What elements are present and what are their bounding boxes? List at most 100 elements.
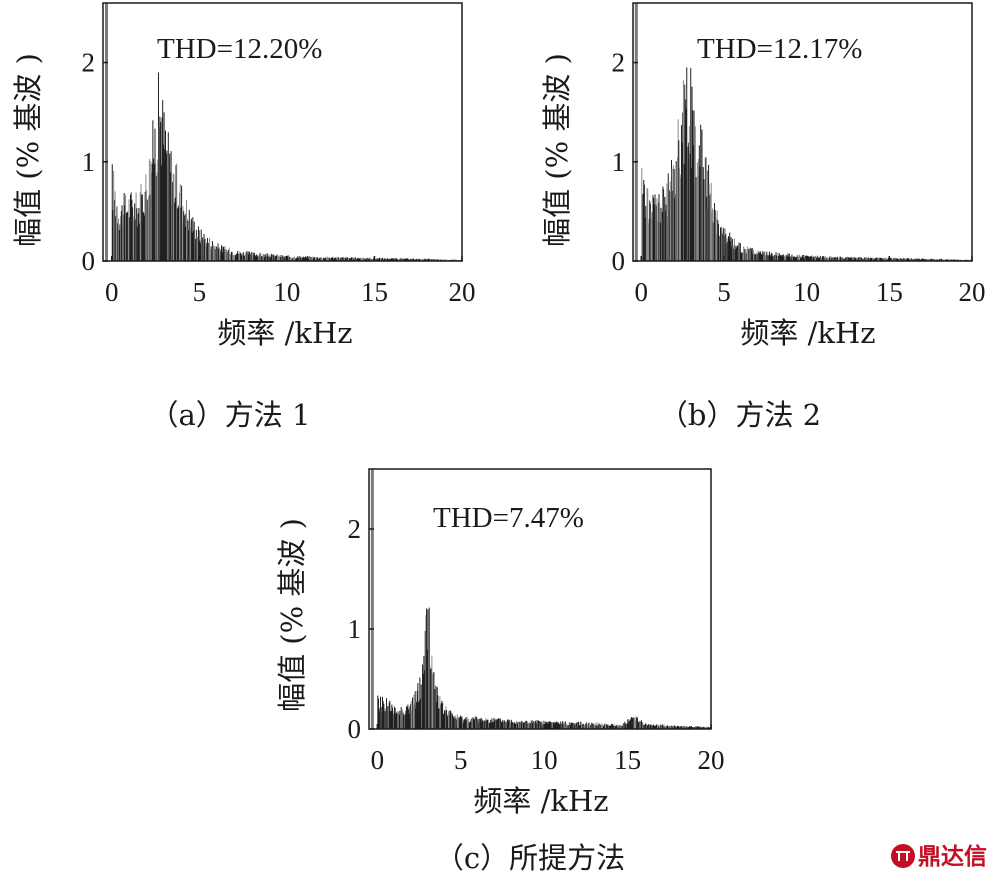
- spectrum-bar: [658, 194, 660, 261]
- spectrum-bar: [600, 725, 602, 729]
- spectrum-bar: [367, 258, 369, 261]
- spectrum-bar: [338, 257, 340, 261]
- spectrum-bar: [643, 184, 645, 261]
- spectrum-bar: [188, 209, 190, 261]
- spectrum-bar: [591, 722, 593, 729]
- x-tick-label: 5: [193, 277, 207, 307]
- spectrum-bar: [886, 257, 888, 261]
- spectrum-bar: [431, 259, 433, 261]
- spectrum-bar: [427, 258, 429, 261]
- spectrum-bar: [686, 159, 688, 261]
- spectrum-bar: [435, 259, 437, 261]
- spectrum-bar: [138, 208, 140, 261]
- spectrum-bar: [640, 720, 642, 729]
- spectrum-bar: [819, 256, 821, 261]
- spectrum-bar: [734, 245, 736, 261]
- spectrum-bar: [217, 243, 219, 261]
- spectrum-bar: [209, 246, 211, 261]
- spectrum-bar: [804, 255, 806, 261]
- spectrum-bar: [809, 256, 811, 261]
- spectrum-bar: [530, 720, 532, 729]
- spectrum-bar: [681, 726, 683, 729]
- spectrum-bar: [876, 257, 878, 261]
- spectrum-bar: [295, 258, 297, 261]
- spectrum-bar: [486, 720, 488, 729]
- spectrum-bar: [389, 258, 391, 261]
- spectrum-bar: [490, 722, 492, 729]
- spectrum-bar: [436, 702, 438, 729]
- spectrum-bar: [870, 258, 872, 261]
- spectrum-bar: [547, 723, 549, 729]
- spectrum-bar: [588, 722, 590, 729]
- spectrum-bars: [111, 72, 463, 262]
- spectrum-bar: [680, 178, 682, 261]
- spectrum-bar: [357, 258, 359, 261]
- spectrum-bar: [432, 672, 434, 729]
- spectrum-bar: [682, 112, 684, 262]
- spectrum-bar: [269, 256, 271, 261]
- spectrum-bar: [417, 683, 419, 729]
- spectrum-bar: [516, 721, 518, 729]
- spectrum-bar: [912, 259, 914, 261]
- spectrum-bar: [680, 725, 682, 729]
- spectrum-bar: [377, 258, 379, 261]
- spectrum-bar: [659, 222, 661, 261]
- spectrum-bar: [566, 725, 568, 729]
- spectrum-bar: [456, 719, 458, 729]
- spectrum-bar: [112, 210, 114, 261]
- spectrum-bar: [323, 257, 325, 261]
- spectrum-bar: [125, 194, 127, 261]
- x-tick-label: 10: [793, 277, 820, 307]
- spectrum-bar: [347, 257, 349, 261]
- spectrum-bar: [675, 161, 677, 261]
- spectrum-bar: [873, 258, 875, 261]
- spectrum-bar: [337, 257, 339, 261]
- spectrum-bar: [822, 257, 824, 261]
- spectrum-bar: [186, 218, 188, 261]
- spectrum-bar: [856, 257, 858, 261]
- spectrum-bar: [708, 184, 710, 261]
- spectrum-bar: [753, 253, 755, 261]
- spectrum-bar: [620, 725, 622, 729]
- spectrum-bar: [476, 716, 478, 729]
- spectrum-bar: [378, 258, 380, 261]
- spectrum-bar: [747, 246, 749, 261]
- axes-frame: [368, 468, 712, 730]
- spectrum-bar: [688, 727, 690, 729]
- spectrum-bar: [119, 224, 121, 261]
- spectrum-bar: [219, 252, 221, 261]
- spectrum-bar: [703, 179, 705, 261]
- spectrum-bar: [507, 719, 509, 729]
- spectrum-bar: [899, 258, 901, 261]
- spectrum-bar: [748, 249, 750, 261]
- spectrum-bar: [662, 724, 664, 729]
- spectrum-bar: [387, 258, 389, 261]
- spectrum-bar: [195, 229, 197, 261]
- spectrum-bar: [684, 725, 686, 729]
- spectrum-bar: [640, 720, 642, 729]
- spectrum-bar: [452, 717, 454, 729]
- spectrum-bar: [803, 254, 805, 261]
- spectrum-bar: [761, 254, 763, 261]
- spectrum-bar: [301, 256, 303, 261]
- spectrum-bar: [908, 258, 910, 261]
- spectrum-bar: [710, 193, 712, 261]
- spectrum-bar: [263, 253, 265, 261]
- spectrum-bar: [312, 258, 314, 261]
- spectrum-bar: [868, 257, 870, 261]
- spectrum-bar: [384, 258, 386, 261]
- spectrum-bar: [195, 238, 197, 261]
- spectrum-bar: [713, 210, 715, 261]
- spectrum-bar: [393, 711, 395, 729]
- spectrum-bar: [863, 258, 865, 261]
- spectrum-bar: [145, 174, 147, 261]
- axes-frame: [632, 2, 973, 262]
- spectrum-bar: [282, 255, 284, 261]
- spectrum-bar: [291, 258, 293, 261]
- spectrum-bar: [527, 723, 529, 729]
- spectrum-bar: [423, 656, 425, 729]
- spectrum-bar: [571, 722, 573, 729]
- spectrum-bar: [496, 719, 498, 729]
- spectrum-bar: [221, 245, 223, 261]
- spectrum-bar: [674, 725, 676, 729]
